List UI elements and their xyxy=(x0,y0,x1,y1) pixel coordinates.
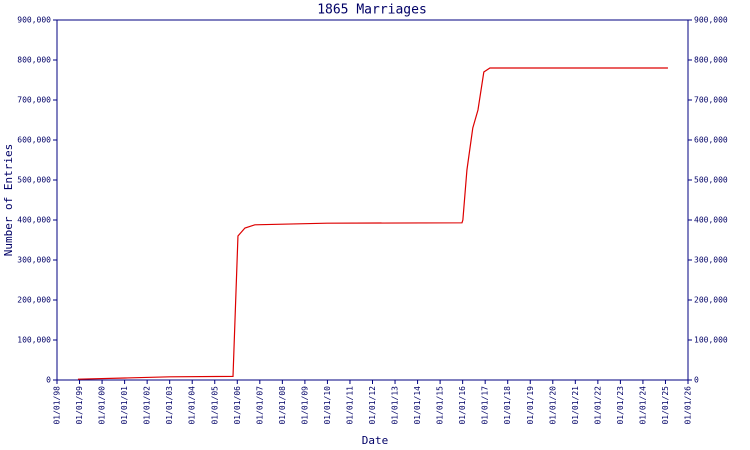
x-tick-label: 01/01/04 xyxy=(188,386,197,425)
x-tick-label: 01/01/15 xyxy=(436,386,445,425)
y2-tick-label: 200,000 xyxy=(694,296,728,305)
x-tick-label: 01/01/20 xyxy=(548,386,557,425)
x-tick-label: 01/01/09 xyxy=(300,386,309,425)
x-tick-label: 01/01/10 xyxy=(323,386,332,425)
y2-tick-label: 100,000 xyxy=(694,336,728,345)
data-line xyxy=(77,67,668,380)
x-tick-label: 01/01/00 xyxy=(98,386,107,425)
y-tick-label: 900,000 xyxy=(17,16,51,25)
x-tick-label: 01/01/25 xyxy=(661,386,670,425)
x-tick-label: 01/01/03 xyxy=(165,386,174,425)
y-tick-label: 100,000 xyxy=(17,336,51,345)
x-tick-label: 01/01/13 xyxy=(391,386,400,425)
y2-tick-label: 800,000 xyxy=(694,56,728,65)
x-tick-label: 01/01/19 xyxy=(526,386,535,425)
y2-tick-label: 900,000 xyxy=(694,16,728,25)
y-tick-label: 700,000 xyxy=(17,96,51,105)
y-axis-label: Number of Entries xyxy=(2,144,15,257)
x-tick-label: 01/01/07 xyxy=(255,386,264,425)
x-tick-label: 01/01/06 xyxy=(233,386,242,425)
x-tick-label: 01/01/01 xyxy=(120,386,129,425)
x-tick-label: 01/01/05 xyxy=(210,386,219,425)
y2-tick-label: 400,000 xyxy=(694,216,728,225)
y-tick-label: 200,000 xyxy=(17,296,51,305)
x-tick-label: 01/01/17 xyxy=(481,386,490,425)
x-tick-label: 01/01/16 xyxy=(458,386,467,425)
y-tick-label: 600,000 xyxy=(17,136,51,145)
x-tick-label: 01/01/21 xyxy=(571,386,580,425)
y2-tick-label: 500,000 xyxy=(694,176,728,185)
x-tick-label: 01/01/24 xyxy=(638,386,647,425)
y-tick-label: 800,000 xyxy=(17,56,51,65)
x-tick-label: 01/01/98 xyxy=(53,386,62,425)
y2-tick-label: 0 xyxy=(694,376,699,385)
x-tick-label: 01/01/26 xyxy=(684,386,693,425)
plot-frame xyxy=(56,19,689,381)
y-tick-label: 300,000 xyxy=(17,256,51,265)
x-tick-label: 01/01/14 xyxy=(413,386,422,425)
y-tick-label: 0 xyxy=(46,376,51,385)
y-tick-label: 500,000 xyxy=(17,176,51,185)
x-tick-label: 01/01/22 xyxy=(593,386,602,425)
y2-tick-label: 300,000 xyxy=(694,256,728,265)
x-axis-label: Date xyxy=(362,434,389,447)
x-tick-label: 01/01/08 xyxy=(278,386,287,425)
x-tick-label: 01/01/99 xyxy=(75,386,84,425)
y2-tick-label: 600,000 xyxy=(694,136,728,145)
y2-tick-label: 700,000 xyxy=(694,96,728,105)
x-tick-label: 01/01/12 xyxy=(368,386,377,425)
y-tick-label: 400,000 xyxy=(17,216,51,225)
chart-title: 1865 Marriages xyxy=(317,3,427,18)
x-tick-label: 01/01/11 xyxy=(345,386,354,425)
x-tick-label: 01/01/23 xyxy=(616,386,625,425)
x-tick-label: 01/01/18 xyxy=(503,386,512,425)
x-tick-label: 01/01/02 xyxy=(143,386,152,425)
